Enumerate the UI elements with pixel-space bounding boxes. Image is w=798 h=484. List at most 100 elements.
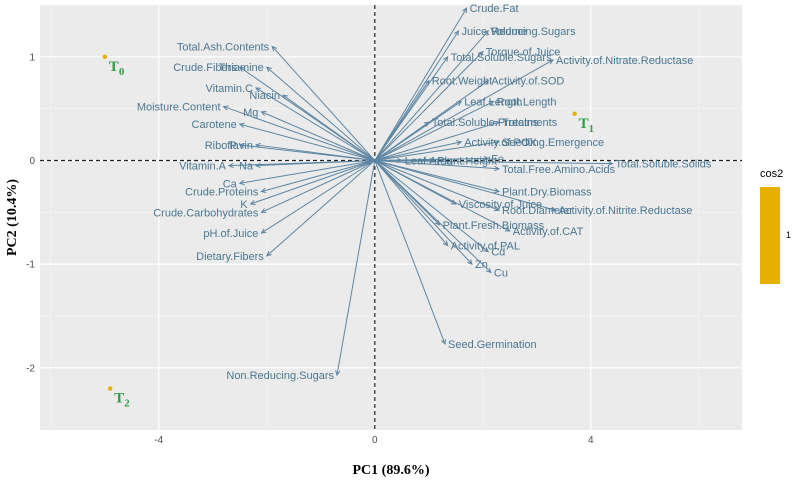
variable-arrowhead (456, 100, 463, 106)
variable-label: Riboflavin (205, 140, 253, 152)
variable-arrowhead (456, 140, 463, 146)
variable-arrow (374, 157, 489, 161)
y-tick-label: 1 (29, 52, 35, 63)
variable-arrowhead (238, 179, 245, 186)
individual-point (108, 386, 113, 391)
variable-arrowhead (477, 50, 484, 57)
variable-arrowhead (443, 55, 449, 62)
variable-label: Activity.of.SOD (491, 76, 564, 88)
variable-arrow (336, 160, 376, 376)
y-tick-label: -2 (26, 363, 35, 374)
variable-label: Plant.Height (437, 155, 497, 167)
variable-arrow (374, 160, 449, 246)
variable-arrowhead (462, 7, 468, 14)
variable-label: Activity.of.POX (464, 137, 537, 149)
x-axis-title: PC1 (89.6%) (353, 463, 430, 478)
variable-arrow (374, 30, 489, 161)
variable-arrowhead (467, 259, 473, 265)
variable-arrowhead (238, 66, 245, 72)
variable-arrowhead (335, 370, 341, 377)
variable-label: Crude.Proteins (185, 187, 259, 199)
variable-label: Thiamine (219, 62, 264, 74)
variable-arrow (266, 160, 376, 257)
variable-arrow (374, 160, 489, 253)
variable-label: Viscosity.of.Juice (459, 199, 542, 211)
variable-label: Crude.Carbohydrates (153, 207, 259, 219)
variable-label: Plant.Fresh.Biomass (443, 220, 545, 232)
variable-arrow (374, 7, 468, 161)
variable-arrow (261, 160, 376, 234)
variable-arrowhead (254, 142, 261, 149)
y-axis-ticks: -2 -1 0 1 (26, 52, 35, 374)
variable-label: Total.Soluble.Sugars (451, 52, 552, 64)
variable-arrow (261, 160, 376, 213)
legend-colorbar (760, 187, 780, 284)
variable-label: Juice.Volume (462, 26, 527, 38)
variable-arrow (255, 144, 375, 161)
variable-arrowhead (483, 155, 490, 162)
variable-label: Crude.Fibers (173, 62, 237, 74)
variable-arrow (374, 160, 556, 211)
variable-label: Non.Reducing.Sugars (226, 370, 334, 382)
x-tick-label: 0 (372, 435, 378, 446)
variable-label: Activity.of.CAT (513, 226, 584, 238)
variable-label: K (240, 199, 248, 211)
variable-arrow (374, 160, 500, 211)
variable-label: Crude.Fat (470, 3, 519, 15)
variable-label: Carotene (192, 119, 237, 131)
variable-arrowhead (260, 228, 267, 234)
variable-arrowhead (607, 160, 614, 167)
variable-arrow (374, 160, 473, 265)
variable-arrow (374, 159, 500, 170)
x-tick-label: -4 (154, 435, 163, 446)
variable-arrow (250, 160, 375, 205)
variable-label: Root.Diameter (502, 205, 573, 217)
variable-arrowhead (494, 187, 501, 194)
variable-label: Torque.of.Juice (486, 47, 561, 59)
variable-label: Treatments (502, 117, 558, 129)
variable-label: P (229, 140, 236, 152)
variable-arrowhead (550, 206, 557, 212)
variable-arrow (239, 159, 375, 184)
variable-arrow (374, 121, 430, 161)
variable-label: Reducing.Sugars (491, 26, 576, 38)
variable-label: Cu (494, 267, 508, 279)
legend: cos2 1 (760, 168, 791, 284)
variable-arrowhead (441, 338, 446, 346)
variable-arrowhead (488, 100, 495, 106)
minor-gridlines (40, 4, 742, 430)
variable-label: Root.Length (497, 96, 557, 108)
y-tick-label: 0 (29, 156, 35, 167)
variable-arrowhead (494, 139, 501, 146)
variable-arrowhead (222, 105, 229, 111)
variable-arrow (374, 51, 484, 161)
variable-arrow (374, 159, 613, 165)
variable-label: Leaf.Length (464, 96, 522, 108)
variable-arrow (374, 160, 511, 232)
variable-label: Plant.Dry.Biomass (502, 187, 592, 199)
variable-arrow (374, 100, 494, 161)
variable-label: Seedling.Emergence (502, 137, 604, 149)
variable-arrowhead (260, 187, 267, 193)
variable-label: Activity.of.Nitrate.Reductase (556, 55, 693, 67)
variable-label: Vitamin.A (179, 161, 227, 173)
legend-title: cos2 (760, 168, 783, 180)
variable-label: Zn (475, 259, 488, 271)
variable-arrowhead (238, 142, 245, 149)
variable-arrowhead (494, 165, 501, 172)
variable-arrow (374, 59, 554, 161)
variable-arrow (255, 159, 375, 167)
variable-arrow (282, 94, 376, 161)
variable-arrowhead (483, 80, 490, 86)
variable-arrow (261, 160, 375, 193)
y-axis-title: PC2 (10.4%) (5, 179, 20, 256)
individual-point (102, 54, 108, 60)
variable-arrowhead (483, 246, 490, 253)
variable-arrowhead (493, 206, 501, 212)
variable-arrow (374, 141, 500, 161)
variable-arrow (261, 111, 375, 161)
variable-arrow (239, 123, 375, 161)
variable-arrow (374, 121, 500, 161)
